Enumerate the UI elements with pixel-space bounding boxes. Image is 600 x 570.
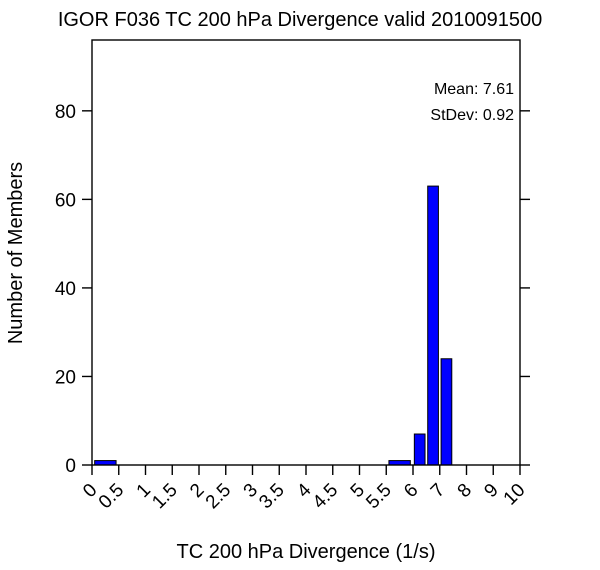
x-tick-label-7: 3.5: [255, 480, 289, 514]
x-tick-label-16: 10: [500, 480, 530, 510]
bar-3: [427, 185, 439, 466]
x-tick-label-11: 5.5: [362, 480, 396, 514]
x-tick-label-3: 1.5: [148, 480, 182, 514]
plot-frame: [91, 39, 521, 466]
y-tick-label-2: 40: [55, 279, 76, 300]
bar-4: [440, 358, 453, 466]
y-axis-label: Number of Members: [5, 162, 27, 344]
chart-title: IGOR F036 TC 200 hPa Divergence valid 20…: [58, 9, 542, 31]
y-tick-label-4: 80: [55, 102, 76, 123]
x-tick-label-1: 0.5: [95, 480, 129, 514]
bar-2: [413, 433, 426, 466]
y-tick-label-3: 60: [55, 190, 76, 211]
x-tick-label-12: 6: [400, 480, 422, 502]
y-tick-label-1: 20: [55, 367, 76, 388]
x-tick-label-14: 8: [454, 480, 476, 502]
x-tick-label-15: 9: [480, 480, 502, 502]
x-tick-label-5: 2.5: [202, 480, 236, 514]
x-tick-label-9: 4.5: [309, 480, 343, 514]
mean-annotation: Mean: 7.61: [434, 81, 514, 98]
stdev-annotation: StDev: 0.92: [430, 107, 514, 124]
y-tick-label-0: 0: [65, 456, 76, 477]
x-tick-label-13: 7: [427, 480, 449, 502]
x-axis-label: TC 200 hPa Divergence (1/s): [176, 541, 435, 563]
